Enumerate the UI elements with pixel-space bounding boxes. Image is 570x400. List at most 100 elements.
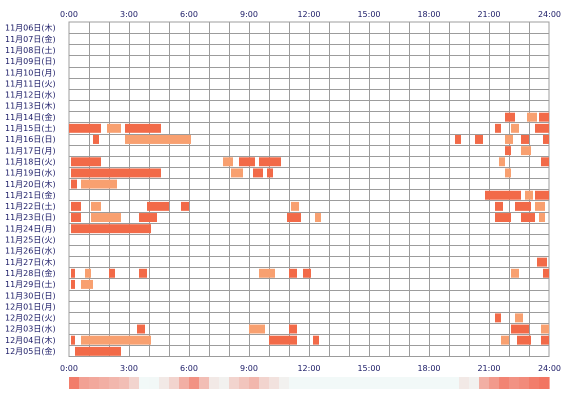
activity-bar [495,213,511,222]
activity-bar [249,324,265,334]
activity-bar [505,135,513,144]
day-label: 11月21日(金) [5,190,56,200]
activity-bar [303,268,311,278]
activity-bar [139,268,147,278]
summary-cell [309,377,320,389]
day-label: 12月05日(金) [5,346,56,356]
x-tick-label: 0:00 [60,364,78,373]
summary-cell [139,377,150,389]
x-tick-label: 24:00 [538,10,561,19]
activity-bar [75,346,121,356]
activity-bar [495,313,501,323]
activity-bar [71,224,151,234]
day-label: 11月25日(火) [5,236,56,245]
activity-bar [499,157,505,167]
day-label: 11月30日(日) [5,291,56,300]
activity-bar [537,257,547,267]
x-tick-label: 15:00 [357,10,380,19]
summary-cell [249,377,260,389]
summary-cell [349,377,360,389]
summary-cell [109,377,120,389]
summary-cell [299,377,310,389]
activity-bar [69,123,101,133]
summary-cell [449,377,460,389]
day-label: 11月09日(日) [5,57,56,66]
activity-bar [125,135,191,144]
activity-bar [521,146,531,156]
summary-cell [359,377,370,389]
day-label: 11月12日(水) [5,90,56,100]
summary-cell [399,377,410,389]
summary-cell [439,377,450,389]
summary-cell [489,377,500,389]
activity-bar [239,157,255,167]
activity-bar [525,190,533,200]
activity-bar [71,201,81,211]
activity-bar [543,268,549,278]
activity-bar [521,135,529,144]
activity-bar [495,201,503,211]
activity-bar [71,335,75,345]
summary-cell [469,377,480,389]
activity-bar [539,213,545,222]
summary-cell [209,377,220,389]
x-tick-label: 21:00 [477,10,500,19]
summary-cell [539,377,550,389]
activity-bar [147,201,169,211]
x-tick-label: 3:00 [120,10,138,19]
summary-cell [189,377,200,389]
activity-bar [495,123,501,133]
activity-bar [81,179,117,189]
activity-bar [181,201,189,211]
summary-cell [259,377,270,389]
activity-bar [137,324,145,334]
activity-bar [511,268,519,278]
summary-cell [389,377,400,389]
summary-cell [119,377,130,389]
summary-cell [169,377,180,389]
x-tick-label: 12:00 [297,10,320,19]
activity-bar [541,324,549,334]
activity-bar [505,146,511,156]
summary-cell [529,377,540,389]
activity-bar [287,213,301,222]
summary-cell [199,377,210,389]
activity-bar [109,268,115,278]
day-label: 11月13日(木) [5,101,56,111]
x-tick-label: 6:00 [180,364,198,373]
activity-bar [71,168,161,178]
summary-cell [409,377,420,389]
summary-cell [419,377,430,389]
day-label: 11月18日(火) [5,157,56,166]
x-tick-label: 18:00 [417,364,440,373]
activity-bar [515,201,531,211]
day-label: 12月01日(月) [5,302,56,311]
day-label: 11月29日(土) [5,279,56,289]
activity-bar [543,135,549,144]
day-label: 11月23日(日) [5,213,56,222]
x-tick-label: 21:00 [477,364,500,373]
activity-bar [267,168,273,178]
x-tick-label: 9:00 [240,364,258,373]
x-tick-label: 9:00 [240,10,258,19]
day-label: 11月27日(木) [5,257,56,267]
summary-cell [129,377,140,389]
day-label: 11月22日(土) [5,201,56,211]
activity-bar [289,268,297,278]
summary-cell [219,377,230,389]
summary-cell [319,377,330,389]
activity-bar [511,123,519,133]
activity-bar [253,168,263,178]
activity-bar [91,213,121,222]
activity-bar [81,279,93,289]
activity-bar [455,135,461,144]
day-labels: 11月06日(木)11月07日(金)11月08日(土) 11月09日(日) 11月1… [5,23,56,356]
activity-bar [139,213,157,222]
summary-cell [509,377,520,389]
activity-bar [125,123,161,133]
top-axis-ticks: 0:00 3:00 6:00 9:00 12:00 15:00 18:00 21:00 24:0… [60,10,561,19]
activity-bar [541,335,549,345]
activity-bar [505,168,511,178]
summary-cell [269,377,280,389]
